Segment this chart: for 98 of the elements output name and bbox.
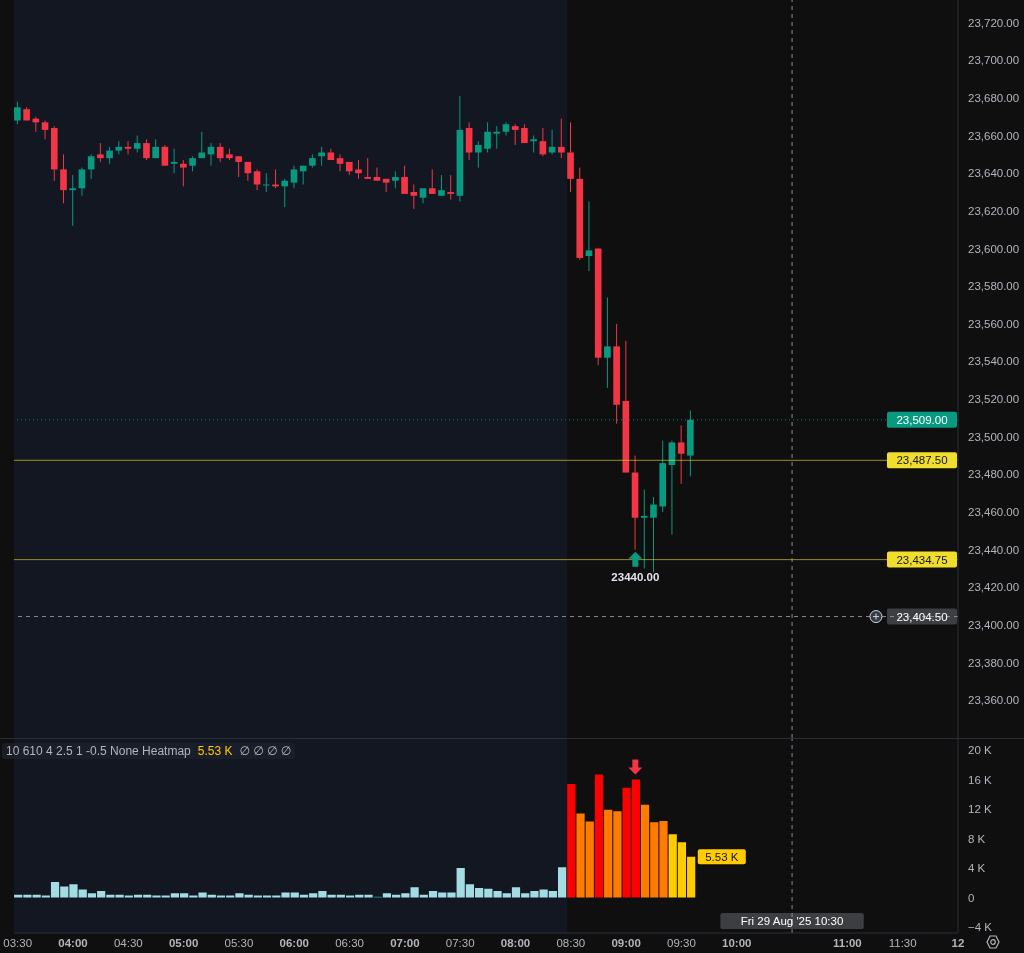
x-tick-label: 05:00	[168, 937, 199, 949]
candlestick	[262, 172, 270, 193]
y-tick-label: 23,400.00	[968, 619, 1020, 632]
ref-line-label: 23,434.75	[896, 553, 948, 566]
x-tick-label: 12	[951, 937, 965, 949]
candlestick	[41, 119, 49, 140]
x-tick-label: 06:30	[335, 937, 364, 949]
candlestick	[410, 184, 418, 210]
y-tick-label: 12 K	[968, 803, 992, 816]
y-tick-label: 23,420.00	[968, 581, 1020, 594]
candlestick	[475, 140, 482, 169]
y-tick-label: 23,440.00	[968, 543, 1020, 556]
x-tick-label: 04:00	[58, 937, 88, 949]
ref-line-label: 23,509.00	[896, 413, 948, 426]
annotation: 5.53 K	[705, 850, 739, 863]
candlestick	[235, 155, 242, 178]
y-tick-label: 23,600.00	[968, 242, 1020, 255]
candlestick	[216, 142, 224, 163]
bar	[594, 774, 604, 898]
x-tick-label: 09:00	[611, 937, 641, 949]
candlestick	[180, 159, 187, 187]
candlestick	[539, 127, 547, 157]
x-tick-label: 11:30	[888, 937, 917, 949]
candlestick	[198, 131, 206, 159]
x-tick-label: 08:00	[500, 937, 531, 949]
candlestick	[447, 174, 454, 201]
y-tick-label: 23,680.00	[968, 91, 1020, 104]
candlestick	[364, 157, 372, 180]
x-tick-label: 06:00	[279, 937, 309, 949]
candlestick	[143, 138, 150, 161]
ref-line-label: Fri 29 Aug '25 10:30	[740, 915, 844, 927]
x-tick-label: 07:00	[390, 937, 420, 949]
candlestick	[382, 178, 390, 193]
y-tick-label: 23,480.00	[968, 468, 1020, 481]
y-tick-label: 23,560.00	[968, 317, 1020, 330]
candlestick	[78, 167, 86, 197]
y-tick-label: 8 K	[968, 832, 986, 845]
candlestick	[336, 153, 344, 172]
candlestick	[355, 159, 362, 180]
y-tick-label: 23,540.00	[968, 355, 1020, 368]
y-tick-label: 0	[968, 891, 975, 904]
y-tick-label: 23,700.00	[968, 54, 1020, 67]
x-tick-label: 11:00	[832, 937, 862, 949]
candlestick	[124, 140, 132, 155]
x-tick-label: 05:30	[224, 937, 254, 949]
x-tick-label: 10:00	[722, 937, 752, 949]
candlestick	[290, 165, 298, 189]
candlestick	[511, 123, 519, 146]
x-tick-label: 03:30	[3, 937, 33, 949]
y-tick-label: 23,640.00	[968, 167, 1020, 180]
ref-line-label: 23,487.50	[896, 454, 948, 467]
candlestick	[401, 165, 408, 195]
candlestick	[170, 148, 178, 174]
y-tick-label: 23,580.00	[968, 280, 1020, 293]
y-tick-label: 23,720.00	[968, 16, 1020, 29]
x-tick-label: 08:30	[556, 937, 586, 949]
candlestick	[161, 144, 169, 167]
y-tick-label: 23,660.00	[968, 129, 1020, 142]
y-tick-label: 23,360.00	[968, 694, 1020, 707]
x-tick-label: 04:30	[113, 937, 143, 949]
y-tick-label: 20 K	[968, 744, 992, 757]
candlestick	[14, 101, 21, 125]
annotation: 5.53 K	[197, 744, 233, 758]
candlestick	[650, 496, 657, 573]
candlestick	[493, 125, 501, 150]
candlestick	[253, 168, 261, 191]
candlestick	[97, 142, 104, 163]
bar	[567, 784, 576, 898]
candlestick	[604, 296, 611, 389]
candlestick	[281, 178, 289, 208]
annotation: 23440.00	[611, 570, 660, 583]
candlestick	[373, 167, 381, 182]
candlestick	[69, 174, 77, 227]
candlestick	[60, 153, 67, 204]
candlestick	[677, 424, 685, 485]
candlestick	[585, 200, 593, 272]
candlestick	[668, 440, 676, 536]
y-tick-label: 23,460.00	[968, 506, 1020, 519]
candlestick	[484, 121, 491, 153]
candlestick	[502, 121, 510, 137]
y-tick-label: 23,500.00	[968, 430, 1020, 443]
x-tick-label: 07:30	[445, 937, 475, 949]
annotation: ∅ ∅ ∅ ∅	[239, 744, 292, 758]
y-tick-label: −4 K	[968, 921, 993, 934]
y-tick-label: 23,620.00	[968, 204, 1020, 217]
candlestick	[428, 168, 436, 195]
candlestick	[438, 174, 445, 197]
y-tick-label: 4 K	[968, 862, 986, 875]
y-tick-label: 16 K	[968, 773, 992, 786]
candlestick	[557, 118, 565, 159]
ref-line-label: 23,404.50	[896, 610, 948, 623]
x-tick-label: 09:30	[667, 937, 696, 949]
y-tick-label: 23,520.00	[968, 393, 1020, 406]
candlestick	[318, 146, 325, 167]
y-tick-label: 23,380.00	[968, 656, 1020, 669]
candlestick	[87, 153, 95, 180]
text: 10 610 4 2.5 1 -0.5 None Heatmap	[6, 744, 191, 758]
candlestick	[640, 488, 648, 570]
